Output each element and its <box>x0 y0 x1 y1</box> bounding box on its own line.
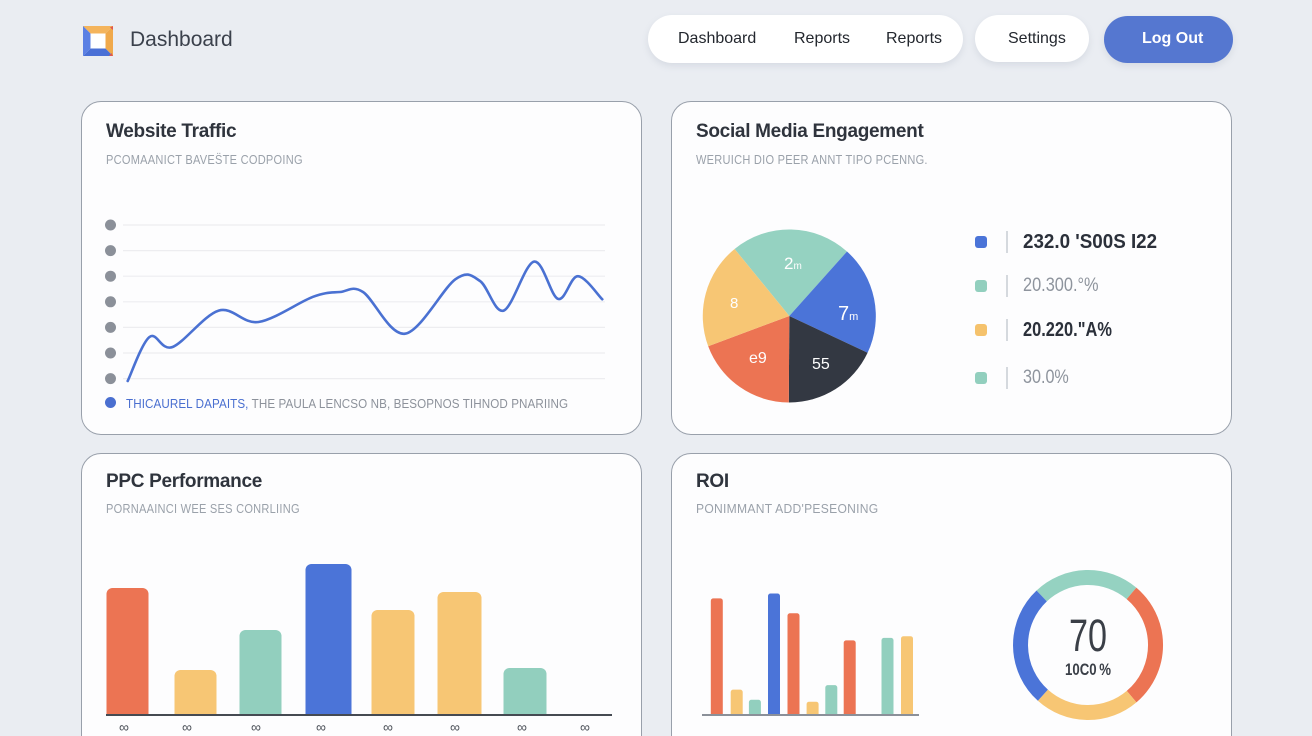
svg-text:∞: ∞ <box>517 719 527 735</box>
svg-text:e9: e9 <box>749 350 767 367</box>
svg-text:8: 8 <box>730 295 738 312</box>
svg-text:∞: ∞ <box>450 719 460 735</box>
svg-text:70: 70 <box>1069 610 1107 661</box>
svg-text:∞: ∞ <box>182 719 192 735</box>
svg-text:∞: ∞ <box>119 719 129 735</box>
svg-text:55: 55 <box>812 356 830 373</box>
svg-text:∞: ∞ <box>316 719 326 735</box>
svg-text:10C0 %: 10C0 % <box>1065 660 1111 679</box>
svg-text:∞: ∞ <box>580 719 590 735</box>
svg-text:∞: ∞ <box>251 719 261 735</box>
svg-text:∞: ∞ <box>383 719 393 735</box>
